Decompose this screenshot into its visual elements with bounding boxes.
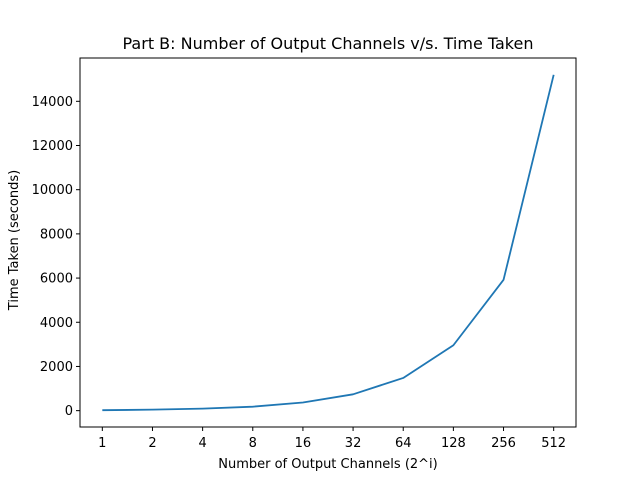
x-tick-label-7: 128 [441,436,466,451]
y-tick-label-2: 4000 [40,316,73,331]
y-tick-label-6: 12000 [32,139,73,154]
y-tick-label-7: 14000 [32,95,73,110]
y-tick-label-4: 8000 [40,227,73,242]
y-axis-label: Time Taken (seconds) [7,170,22,311]
x-axis-label: Number of Output Channels (2^i) [218,457,438,472]
x-tick-label-9: 512 [541,436,566,451]
x-tick-label-1: 2 [148,436,156,451]
plot-frame [79,57,577,428]
y-tick-label-5: 10000 [32,183,73,198]
x-tick-label-4: 16 [295,436,312,451]
y-tick-label-0: 0 [65,404,73,419]
x-tick-label-8: 256 [491,436,516,451]
chart-title: Part B: Number of Output Channels v/s. T… [123,34,534,53]
x-tick-label-2: 4 [198,436,206,451]
x-tick-label-3: 8 [249,436,257,451]
series-line-0 [102,74,555,412]
plot-area: 1 2 4 8 16 32 64 128 256 512 0 2000 4000 6000 8000 1000… [32,57,577,451]
x-tick-label-0: 1 [98,436,106,451]
x-tick-label-6: 64 [395,436,412,451]
y-tick-label-1: 2000 [40,360,73,375]
y-tick-label-3: 6000 [40,272,73,287]
x-tick-label-5: 32 [345,436,362,451]
